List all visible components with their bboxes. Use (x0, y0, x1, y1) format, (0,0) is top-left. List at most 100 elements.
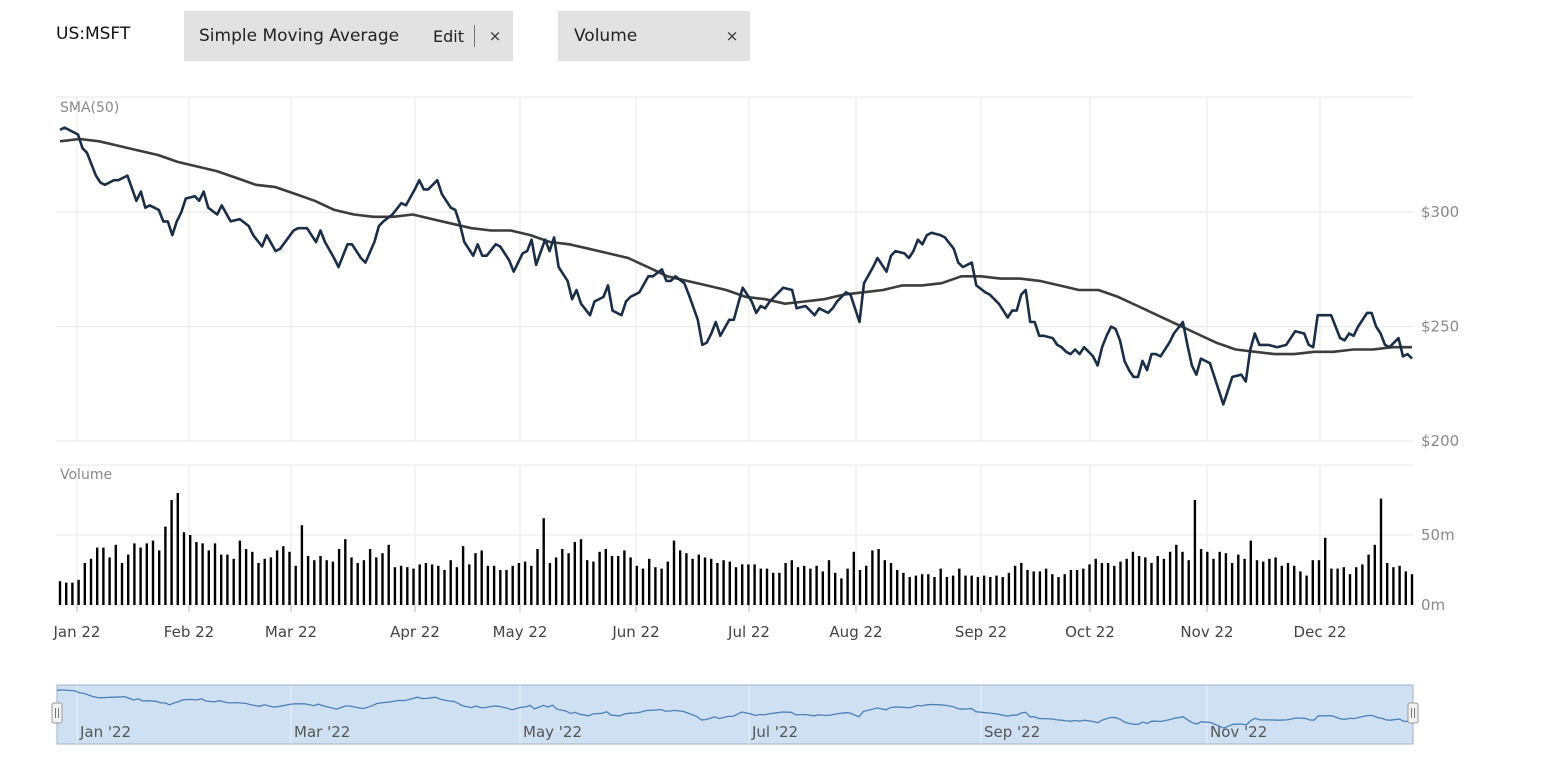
volume-bar (976, 577, 980, 605)
volume-bar (852, 551, 855, 605)
volume-bar (1230, 563, 1234, 605)
volume-bar (1330, 568, 1333, 605)
volume-bar (89, 558, 93, 605)
volume-bar (778, 572, 781, 605)
volume-bar (1386, 563, 1389, 605)
volume-tick-label: 50m (1421, 526, 1455, 544)
volume-bar (1106, 563, 1110, 605)
volume-bar (288, 551, 291, 605)
volume-bar (356, 563, 359, 605)
volume-bar (1113, 565, 1116, 605)
volume-bar (561, 549, 564, 605)
volume-bar (610, 556, 614, 605)
volume-bar (381, 553, 384, 605)
volume-bar (908, 577, 911, 605)
navigator-right-handle[interactable] (1407, 702, 1419, 724)
volume-bar (530, 565, 533, 605)
volume-bar (666, 561, 669, 605)
navigator-left-handle[interactable] (51, 702, 63, 724)
range-navigator[interactable]: Jan '22 Mar '22 May '22 Jul '22 Sep '22 Nov '… (51, 684, 1419, 745)
volume-bar (263, 558, 266, 605)
volume-bar (1082, 568, 1085, 605)
volume-bar (902, 572, 905, 605)
volume-bar (269, 557, 273, 605)
volume-bar (65, 582, 68, 605)
volume-bar (765, 568, 769, 605)
volume-bar (970, 575, 973, 605)
month-label: Feb 22 (164, 623, 214, 641)
volume-panel-label: Volume (60, 467, 112, 483)
volume-bar (1286, 563, 1290, 605)
volume-bar (672, 540, 676, 605)
navigator-label: Nov '22 (1210, 723, 1267, 741)
volume-bar (83, 563, 86, 605)
edit-indicator-button[interactable]: Edit (433, 26, 464, 46)
volume-bar (759, 568, 762, 605)
volume-bar (803, 565, 806, 605)
volume-bar (1348, 574, 1352, 605)
volume-bar (331, 561, 335, 605)
volume-bar (1355, 567, 1358, 605)
month-label: Jun 22 (611, 623, 659, 641)
volume-bar (1144, 557, 1147, 605)
volume-bar (542, 518, 545, 605)
volume-bar (1324, 537, 1327, 605)
volume-bar (437, 565, 440, 605)
navigator-label: Jan '22 (79, 723, 131, 741)
volume-bar (71, 582, 74, 605)
volume-bar (586, 560, 589, 605)
volume-bar (939, 568, 942, 605)
volume-bar (1224, 553, 1228, 605)
volume-bar (133, 543, 136, 605)
volume-bar (741, 564, 744, 605)
indicator-chip-label: Simple Moving Average (199, 26, 400, 46)
indicator-chip-volume[interactable]: Volume × (558, 11, 750, 61)
volume-bar (796, 567, 800, 605)
volume-bar (1162, 558, 1166, 605)
volume-bar (1404, 571, 1407, 605)
volume-bar (1262, 561, 1265, 605)
volume-bar (337, 549, 341, 605)
volume-bar (871, 550, 874, 605)
volume-bar (418, 564, 421, 605)
volume-bar (412, 568, 415, 605)
close-icon[interactable]: × (725, 27, 739, 45)
volume-bar (1218, 551, 1221, 605)
month-label: May 22 (493, 623, 548, 641)
volume-bar (982, 575, 986, 605)
volume-bar (772, 572, 775, 605)
volume-bar (455, 567, 459, 605)
volume-bar (1392, 567, 1395, 605)
volume-bar (1293, 565, 1296, 605)
price-tick-label: $200 (1421, 432, 1459, 450)
volume-bar (182, 532, 186, 605)
volume-bar (176, 493, 179, 605)
volume-bar (883, 560, 886, 605)
volume-bar (747, 564, 750, 605)
volume-bar (920, 574, 924, 605)
volume-bar (108, 557, 111, 605)
volume-bar (251, 551, 254, 605)
volume-bar (865, 565, 868, 605)
close-icon[interactable]: × (488, 27, 502, 45)
volume-bar (523, 561, 527, 605)
price-tick-label: $300 (1421, 203, 1459, 221)
volume-bar (1410, 574, 1414, 605)
volume-bar (120, 563, 124, 605)
volume-bar (1317, 560, 1321, 605)
volume-bar (1075, 570, 1079, 605)
volume-bar (989, 577, 992, 605)
volume-bar (145, 543, 148, 605)
volume-bar (1237, 554, 1240, 605)
volume-bar (368, 549, 372, 605)
volume-bar (294, 565, 297, 605)
navigator-label: Mar '22 (294, 723, 350, 741)
volume-bar (821, 571, 824, 605)
volume-bar (151, 540, 155, 605)
volume-bar (77, 579, 80, 605)
sma-line (59, 137, 1412, 356)
volume-bar (728, 561, 731, 605)
volume-bar (226, 554, 229, 605)
indicator-chip-sma[interactable]: Simple Moving Average Edit × (184, 11, 513, 61)
